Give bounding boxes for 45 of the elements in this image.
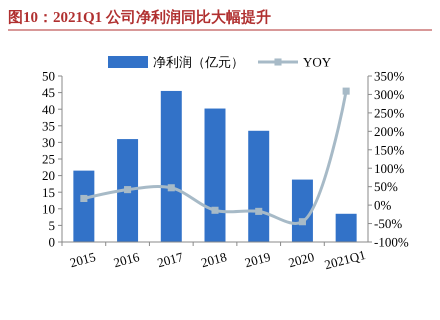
y-tick-label: 15 — [42, 184, 55, 200]
x-tick-label: 2016 — [112, 248, 142, 270]
y-tick-label: 20 — [42, 168, 55, 184]
point — [168, 184, 175, 192]
chart-title: 图10：2021Q1 公司净利润同比大幅提升 — [8, 8, 271, 26]
y-tick-label: 45 — [42, 85, 55, 100]
bar — [73, 170, 94, 242]
bar — [248, 130, 270, 242]
y2-tick-label: 350% — [374, 68, 404, 84]
y-tick-label: 40 — [42, 102, 55, 117]
bar — [204, 108, 226, 242]
bar — [336, 214, 357, 242]
y2-tick-label: 200% — [374, 124, 404, 139]
point — [124, 186, 132, 194]
y2-tick-label: 300% — [374, 86, 404, 102]
x-tick-label: 2019 — [243, 249, 272, 270]
x-tick-label: 2015 — [68, 249, 98, 270]
point — [211, 206, 219, 214]
legend-label: YOY — [303, 54, 332, 70]
y-tick-label: 35 — [42, 118, 55, 134]
y2-tick-label: 0% — [374, 198, 392, 213]
point — [298, 218, 306, 226]
x-tick-label: 2021Q1 — [322, 246, 368, 272]
y-tick-label: 0 — [48, 234, 55, 250]
point — [80, 194, 88, 202]
y-tick-label: 30 — [42, 134, 55, 150]
x-tick-label: 2020 — [286, 249, 316, 270]
y2-tick-label: 250% — [374, 105, 404, 120]
y-tick-label: 5 — [48, 218, 55, 233]
legend-label: 净利润（亿元） — [153, 54, 244, 70]
point — [342, 88, 350, 95]
point — [255, 208, 262, 215]
y-tick-label: 25 — [42, 152, 55, 167]
y2-tick-label: -50% — [374, 216, 402, 232]
y2-tick-label: 150% — [374, 142, 404, 158]
bar — [160, 90, 182, 242]
bar — [117, 139, 138, 242]
y2-tick-label: 100% — [374, 160, 404, 176]
x-tick-label: 2018 — [199, 249, 228, 270]
bar — [292, 180, 313, 242]
x-tick-label: 2017 — [156, 248, 186, 270]
y-tick-label: 50 — [42, 68, 55, 84]
y2-tick-label: -100% — [374, 234, 409, 250]
y-tick-label: 10 — [42, 201, 55, 216]
y2-tick-label: 50% — [374, 179, 398, 194]
